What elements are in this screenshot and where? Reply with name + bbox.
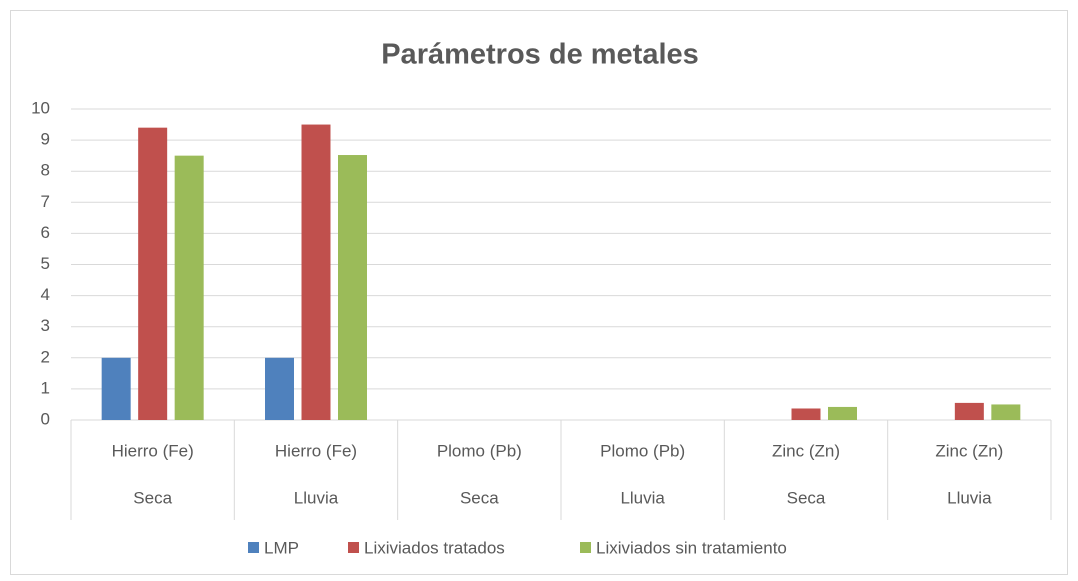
- bar: [101, 357, 131, 420]
- bar: [174, 155, 204, 420]
- bar: [265, 357, 294, 420]
- x-group-label: Seca: [133, 488, 172, 507]
- x-group-label: Seca: [460, 488, 499, 507]
- legend-label: LMP: [264, 538, 299, 557]
- x-group-label: Lluvia: [620, 488, 665, 507]
- bar: [791, 408, 821, 420]
- bar: [301, 124, 331, 421]
- y-tick-label: 4: [41, 285, 50, 304]
- y-tick-label: 10: [31, 98, 50, 117]
- bar: [954, 402, 984, 420]
- y-tick-label: 6: [41, 223, 50, 242]
- y-tick-label: 8: [41, 161, 50, 180]
- y-tick-label: 1: [41, 378, 50, 397]
- chart-title: Parámetros de metales: [381, 39, 699, 71]
- x-tick-label: Zinc (Zn): [772, 441, 840, 460]
- x-tick-label: Hierro (Fe): [112, 441, 194, 460]
- legend-label: Lixiviados tratados: [364, 538, 505, 557]
- legend-swatch: [348, 542, 359, 553]
- legend-label: Lixiviados sin tratamiento: [596, 538, 787, 557]
- x-tick-label: Zinc (Zn): [935, 441, 1003, 460]
- legend-swatch: [248, 542, 259, 553]
- x-tick-label: Plomo (Pb): [437, 441, 522, 460]
- y-tick-label: 0: [41, 409, 50, 428]
- y-tick-label: 2: [41, 347, 50, 366]
- bar: [991, 404, 1021, 420]
- y-tick-label: 5: [41, 254, 50, 273]
- x-group-label: Lluvia: [947, 488, 992, 507]
- x-group-label: Lluvia: [294, 488, 339, 507]
- x-tick-label: Plomo (Pb): [600, 441, 685, 460]
- x-tick-label: Hierro (Fe): [275, 441, 357, 460]
- bar: [138, 127, 168, 420]
- bar: [338, 155, 367, 420]
- y-tick-label: 3: [41, 316, 50, 335]
- y-tick-label: 9: [41, 130, 50, 149]
- x-group-label: Seca: [787, 488, 826, 507]
- legend-swatch: [580, 542, 591, 553]
- bar: [828, 406, 857, 420]
- y-tick-label: 7: [41, 192, 50, 211]
